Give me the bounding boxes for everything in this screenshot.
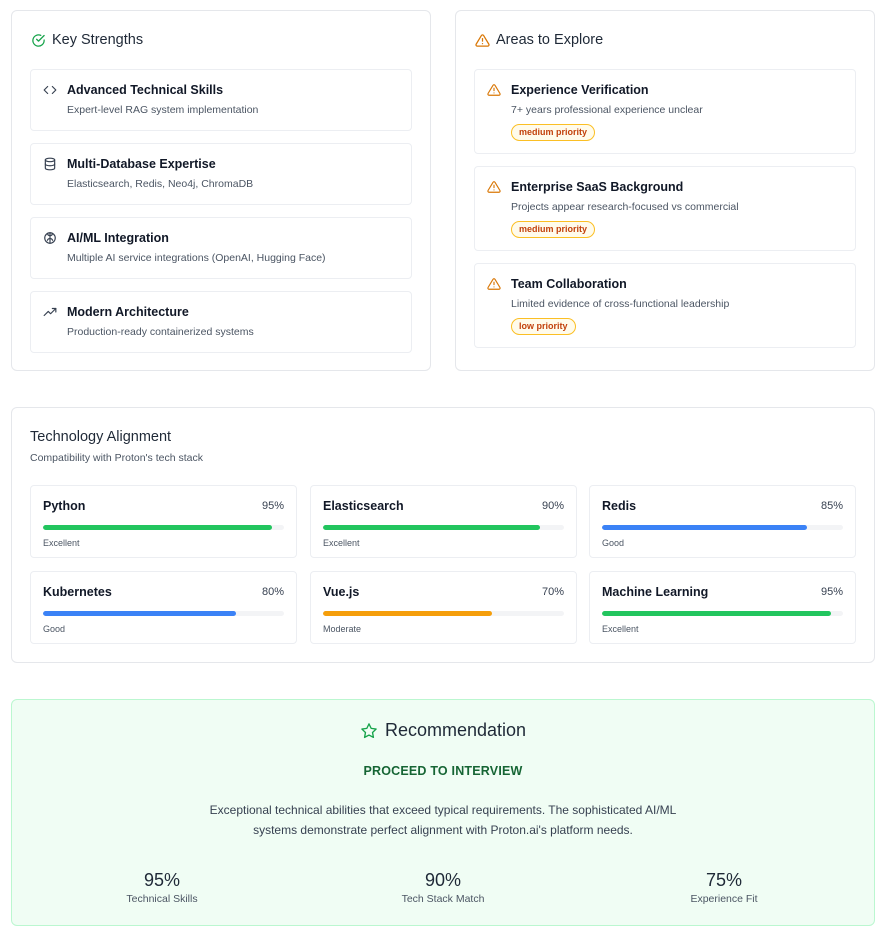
- recommendation-card: Recommendation PROCEED TO INTERVIEW Exce…: [11, 699, 875, 926]
- explore-item: Enterprise SaaS Background Projects appe…: [474, 166, 856, 251]
- tech-rating: Moderate: [323, 624, 362, 634]
- recommendation-header: Recommendation: [12, 720, 874, 741]
- stat-value: 90%: [424, 870, 462, 890]
- strength-desc: Multiple AI service integrations (OpenAI…: [67, 252, 326, 264]
- stat-technical-skills: 95% Technical Skills: [62, 870, 262, 905]
- recommendation-title: Recommendation: [384, 720, 527, 740]
- tech-name: Redis: [602, 499, 637, 513]
- tech-progress-fill: [323, 611, 492, 616]
- key-strengths-card: Key Strengths Advanced Technical Skills …: [11, 10, 431, 371]
- strength-item: Advanced Technical Skills Expert-level R…: [30, 69, 412, 131]
- brain-icon: [44, 232, 56, 244]
- tech-progress-fill: [602, 611, 831, 616]
- strength-desc: Production-ready containerized systems: [67, 326, 254, 338]
- strength-item: AI/ML Integration Multiple AI service in…: [30, 217, 412, 279]
- key-strengths-title: Key Strengths: [52, 32, 144, 48]
- strength-desc: Expert-level RAG system implementation: [67, 104, 259, 116]
- strength-title: AI/ML Integration: [67, 231, 169, 245]
- warning-icon: [487, 278, 501, 290]
- strength-item: Modern Architecture Production-ready con…: [30, 291, 412, 353]
- key-strengths-header: Key Strengths: [31, 32, 143, 48]
- explore-desc: Projects appear research-focused vs comm…: [511, 201, 739, 213]
- tech-item-redis: Redis 85% Good: [589, 485, 856, 558]
- strength-item: Multi-Database Expertise Elasticsearch, …: [30, 143, 412, 205]
- tech-subtitle: Compatibility with Proton's tech stack: [30, 452, 203, 464]
- explore-title: Enterprise SaaS Background: [511, 180, 684, 194]
- recommendation-summary-line: systems demonstrate perfect alignment wi…: [253, 823, 633, 837]
- tech-rating: Good: [602, 538, 625, 548]
- areas-to-explore-card: Areas to Explore Experience Verification…: [455, 10, 875, 371]
- tech-name: Python: [43, 499, 86, 513]
- stat-value: 75%: [705, 870, 743, 890]
- tech-progress-fill: [602, 525, 807, 530]
- tech-item-kubernetes: Kubernetes 80% Good: [30, 571, 297, 644]
- recommendation-summary-line: Exceptional technical abilities that exc…: [209, 803, 677, 817]
- stat-label: Experience Fit: [690, 893, 758, 905]
- tech-percent: 80%: [261, 586, 284, 598]
- tech-title: Technology Alignment: [30, 429, 172, 445]
- strength-desc: Elasticsearch, Redis, Neo4j, ChromaDB: [67, 178, 254, 190]
- stat-experience-fit: 75% Experience Fit: [624, 870, 824, 905]
- database-icon: [44, 157, 56, 171]
- stat-tech-stack-match: 90% Tech Stack Match: [343, 870, 543, 905]
- tech-progress-fill: [323, 525, 540, 530]
- tech-name: Kubernetes: [43, 585, 112, 599]
- explore-desc: Limited evidence of cross-functional lea…: [511, 298, 730, 310]
- tech-progress-bar: [602, 611, 843, 616]
- tech-progress-fill: [43, 611, 236, 616]
- warning-icon: [487, 181, 501, 193]
- tech-percent: 85%: [820, 500, 843, 512]
- tech-progress-bar: [602, 525, 843, 530]
- tech-name: Elasticsearch: [323, 499, 404, 513]
- tech-name: Machine Learning: [602, 585, 709, 599]
- tech-rating: Excellent: [602, 624, 639, 634]
- stat-label: Tech Stack Match: [401, 893, 485, 905]
- code-icon: [43, 85, 57, 95]
- strength-title: Multi-Database Expertise: [67, 157, 216, 171]
- stat-label: Technical Skills: [126, 893, 198, 905]
- areas-title: Areas to Explore: [496, 32, 604, 48]
- tech-progress-fill: [43, 525, 272, 530]
- tech-item-vuejs: Vue.js 70% Moderate: [310, 571, 577, 644]
- tech-progress-bar: [323, 525, 564, 530]
- tech-name: Vue.js: [323, 585, 360, 599]
- tech-progress-bar: [43, 611, 284, 616]
- tech-progress-bar: [323, 611, 564, 616]
- explore-title: Experience Verification: [511, 83, 649, 97]
- explore-title: Team Collaboration: [511, 277, 627, 291]
- recommendation-verdict: PROCEED TO INTERVIEW: [363, 764, 523, 778]
- strength-title: Advanced Technical Skills: [67, 83, 224, 97]
- priority-badge: medium priority: [511, 221, 596, 238]
- warning-icon: [487, 84, 501, 96]
- explore-desc: 7+ years professional experience unclear: [511, 104, 703, 116]
- tech-item-python: Python 95% Excellent: [30, 485, 297, 558]
- star-icon: [361, 722, 377, 738]
- tech-rating: Good: [43, 624, 66, 634]
- check-circle-icon: [32, 33, 45, 47]
- tech-percent: 95%: [820, 586, 843, 598]
- tech-rating: Excellent: [43, 538, 80, 548]
- tech-percent: 90%: [541, 500, 564, 512]
- tech-item-elasticsearch: Elasticsearch 90% Excellent: [310, 485, 577, 558]
- stat-value: 95%: [143, 870, 181, 890]
- priority-badge: medium priority: [511, 124, 596, 141]
- tech-progress-bar: [43, 525, 284, 530]
- strength-title: Modern Architecture: [67, 305, 189, 319]
- tech-rating: Excellent: [323, 538, 360, 548]
- technology-alignment-card: Technology Alignment Compatibility with …: [11, 407, 875, 663]
- priority-badge: low priority: [511, 318, 576, 335]
- tech-percent: 95%: [261, 500, 284, 512]
- explore-item: Team Collaboration Limited evidence of c…: [474, 263, 856, 348]
- areas-header: Areas to Explore: [475, 32, 603, 48]
- tech-item-machine-learning: Machine Learning 95% Excellent: [589, 571, 856, 644]
- recommendation-summary: Exceptional technical abilities that exc…: [192, 800, 694, 840]
- trending-up-icon: [43, 307, 57, 317]
- explore-item: Experience Verification 7+ years profess…: [474, 69, 856, 154]
- tech-percent: 70%: [541, 586, 564, 598]
- warning-icon: [475, 33, 490, 47]
